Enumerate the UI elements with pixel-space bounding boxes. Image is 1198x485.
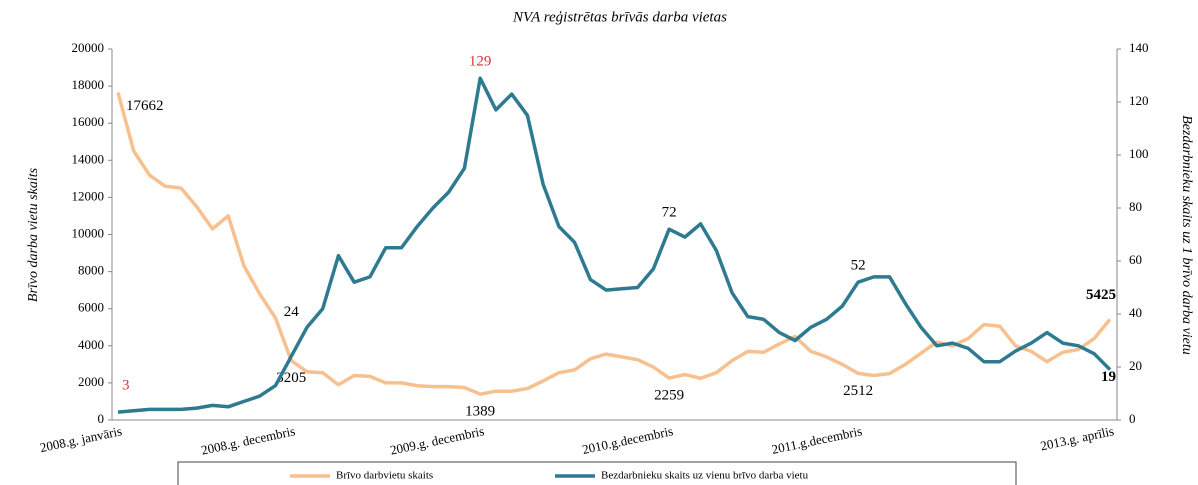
- data-label: 1389: [465, 404, 495, 420]
- y-tick-label: 4000: [78, 337, 104, 352]
- data-label: 24: [284, 304, 300, 320]
- data-label: 2512: [843, 383, 873, 399]
- legend-label: Bezdarbnieku skaits uz vienu brīvo darba…: [601, 470, 809, 482]
- y-tick-label: 14000: [72, 151, 105, 166]
- series-line: [117, 76, 1112, 414]
- data-label: 52: [851, 258, 866, 274]
- data-label: 3: [122, 377, 130, 393]
- x-tick-label: 2009.g. decembris: [389, 423, 486, 458]
- y2-axis-label: Bezdarbnieku skaits uz 1 brīvo darba vie…: [1179, 115, 1194, 355]
- data-label: 19: [1101, 369, 1116, 385]
- x-tick-label: 2011.g.decembris: [770, 423, 863, 457]
- y-tick-label: 8000: [78, 263, 104, 278]
- y-tick-label: 6000: [78, 300, 104, 315]
- x-tick-label: 2010.g.decembris: [581, 423, 675, 457]
- x-tick-label: 2008.g. decembris: [200, 423, 297, 458]
- y2-tick-label: 60: [1129, 252, 1142, 267]
- data-label: 17662: [126, 98, 164, 114]
- data-label: 129: [469, 54, 492, 70]
- y-tick-label: 16000: [72, 114, 105, 129]
- y-tick-label: 10000: [72, 225, 105, 240]
- x-tick-label: 2013.g. aprīlis: [1039, 423, 1115, 453]
- y-tick-label: 2000: [78, 374, 104, 389]
- y2-tick-label: 40: [1129, 305, 1142, 320]
- legend-box: [177, 461, 1017, 485]
- y-tick-label: 12000: [72, 188, 105, 203]
- y2-tick-label: 0: [1129, 411, 1136, 426]
- legend-label: Brīvo darbvietu skaits: [336, 470, 433, 482]
- y2-tick-label: 120: [1129, 93, 1149, 108]
- y2-tick-label: 80: [1129, 199, 1142, 214]
- y2-tick-label: 20: [1129, 358, 1142, 373]
- y-axis-label: Brīvo darba vietu skaits: [26, 167, 41, 302]
- chart-title: NVA reģistrētas brīvās darba vietas: [512, 9, 727, 25]
- y-tick-label: 18000: [72, 77, 105, 92]
- y2-tick-label: 100: [1129, 146, 1149, 161]
- series-line: [116, 91, 1112, 396]
- y-tick-label: 20000: [72, 40, 105, 55]
- y-tick-label: 0: [98, 411, 105, 426]
- x-tick-label: 2008.g. janvāris: [39, 423, 124, 455]
- data-label: 2259: [654, 388, 684, 404]
- y2-tick-label: 140: [1129, 40, 1149, 55]
- data-label: 5425: [1086, 287, 1116, 303]
- data-label: 72: [662, 205, 677, 221]
